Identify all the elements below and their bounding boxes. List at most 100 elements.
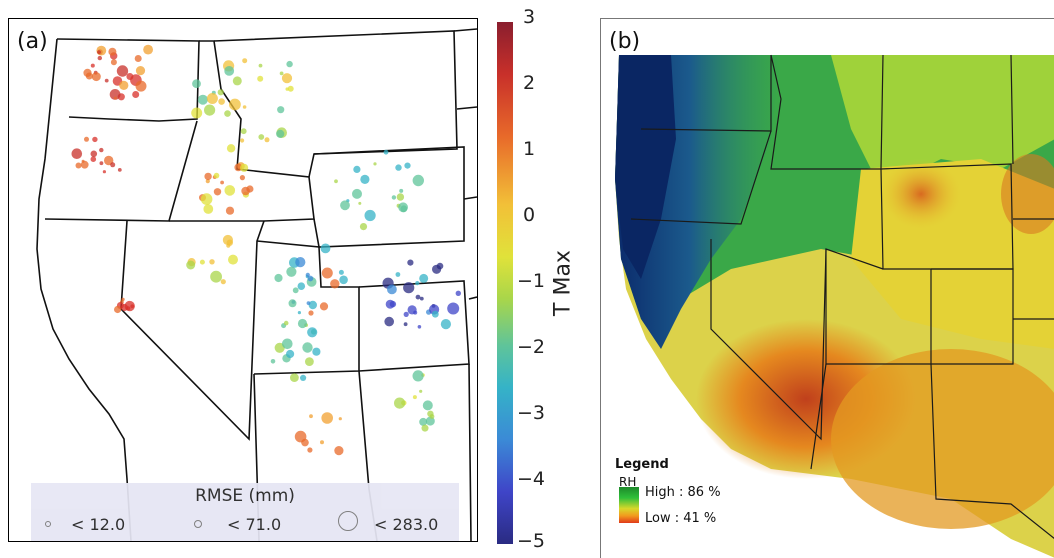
station-marker	[239, 175, 245, 181]
station-marker	[134, 55, 142, 62]
station-marker	[91, 72, 101, 82]
station-marker	[429, 414, 435, 419]
station-marker	[395, 272, 401, 277]
rh-high-label: High : 86 %	[645, 485, 721, 500]
station-marker	[97, 50, 101, 54]
station-marker	[229, 98, 241, 111]
station-marker	[192, 79, 201, 89]
station-marker	[277, 106, 285, 114]
southeast-dry-region	[831, 349, 1054, 529]
station-marker	[240, 163, 249, 172]
station-marker	[403, 311, 409, 317]
state-boundaries-map	[36, 28, 477, 541]
station-marker	[97, 55, 103, 61]
station-marker	[210, 270, 223, 283]
station-marker	[84, 136, 89, 142]
station-marker	[396, 193, 405, 201]
station-marker	[281, 73, 293, 84]
rh-variable-label: RH	[619, 475, 637, 489]
station-marker	[276, 129, 285, 138]
b-nevada-utah	[710, 239, 884, 441]
coastal-deep-blue	[615, 55, 676, 279]
b-arizona-nm	[810, 363, 1054, 539]
station-marker	[80, 160, 89, 169]
station-marker	[440, 319, 451, 330]
station-marker	[447, 302, 460, 315]
station-marker	[319, 302, 329, 311]
station-marker	[286, 60, 293, 68]
station-marker	[279, 71, 284, 76]
station-marker	[99, 161, 104, 166]
station-marker	[373, 162, 377, 166]
b-east	[1010, 54, 1054, 320]
station-marker	[117, 168, 122, 172]
station-marker	[132, 91, 140, 98]
station-marker	[307, 327, 318, 338]
station-marker	[391, 195, 397, 200]
panel-a-label: (a)	[17, 29, 48, 54]
station-marker	[226, 144, 236, 153]
station-marker	[358, 201, 362, 205]
colorbar-tick: 2	[523, 72, 536, 94]
rmse-large-label: < 283.0	[374, 515, 439, 534]
station-marker	[113, 96, 117, 100]
b-oregon-idaho	[630, 130, 772, 225]
station-marker	[83, 68, 92, 77]
rmse-size-legend: RMSE (mm) < 12.0 < 71.0 < 283.0	[31, 483, 459, 541]
station-marker	[232, 76, 242, 86]
station-marker	[300, 374, 307, 381]
rh-legend-title: Legend	[615, 457, 669, 472]
west-coast-outline	[36, 38, 132, 541]
station-marker	[415, 281, 420, 286]
station-marker	[297, 311, 301, 315]
station-marker	[399, 188, 404, 193]
colorbar-tick: −1	[517, 270, 546, 292]
station-marker	[395, 164, 402, 171]
station-marker	[108, 47, 117, 56]
station-marker	[436, 262, 444, 270]
station-marker	[320, 440, 324, 445]
station-marker	[308, 300, 317, 310]
station-marker	[224, 66, 235, 76]
east-dry-patch	[1001, 154, 1054, 234]
station-marker	[228, 254, 238, 265]
rmse-small-label: < 12.0	[71, 515, 126, 534]
station-marker	[353, 165, 361, 173]
station-marker	[283, 320, 289, 326]
station-marker	[104, 78, 109, 83]
station-marker	[234, 163, 243, 172]
station-marker	[119, 80, 129, 90]
station-marker	[394, 397, 406, 409]
station-marker	[339, 275, 348, 285]
station-marker	[287, 85, 294, 92]
panel-b-label: (b)	[609, 29, 641, 54]
station-marker	[321, 412, 334, 424]
station-marker	[242, 105, 247, 109]
station-marker	[126, 73, 134, 80]
colorbar-tick: −5	[517, 530, 546, 552]
station-marker	[90, 63, 95, 68]
station-marker	[292, 287, 299, 294]
utah-border	[253, 240, 360, 375]
station-marker	[120, 303, 128, 312]
station-marker	[213, 188, 222, 196]
colorbar-tick: −2	[517, 336, 546, 358]
station-marker	[307, 447, 313, 453]
colorbar-tick: 1	[523, 138, 536, 160]
station-marker	[330, 279, 340, 289]
station-marker	[403, 322, 408, 327]
rh-color-ramp	[619, 487, 639, 523]
station-marker	[407, 259, 414, 266]
b-utah-arizona	[825, 249, 932, 365]
station-marker	[295, 257, 306, 268]
station-marker	[218, 98, 225, 105]
station-marker	[71, 148, 83, 159]
station-marker	[209, 259, 215, 265]
station-marker	[383, 149, 389, 155]
station-marker	[415, 294, 421, 300]
station-marker	[102, 170, 106, 174]
station-marker	[421, 424, 429, 432]
station-marker	[412, 370, 424, 382]
station-marker	[242, 58, 248, 64]
station-marker	[199, 259, 205, 265]
